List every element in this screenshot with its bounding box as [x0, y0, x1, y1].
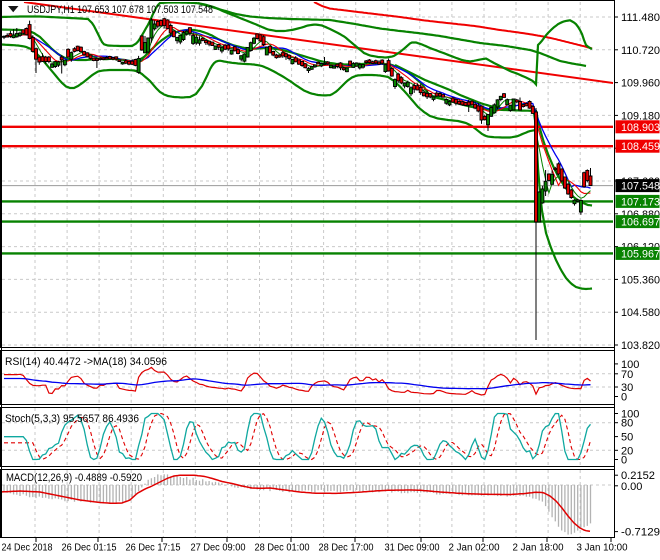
- svg-text:0.2152: 0.2152: [621, 470, 655, 482]
- svg-text:0: 0: [621, 392, 627, 404]
- svg-text:109.960: 109.960: [621, 78, 660, 90]
- svg-text:2 Jan 18:00: 2 Jan 18:00: [513, 543, 564, 554]
- svg-text:USDJPY,H1 107.653 107.678 107: USDJPY,H1 107.653 107.678 107.503 107.54…: [27, 4, 213, 16]
- svg-text:105.967: 105.967: [621, 248, 660, 260]
- svg-text:104.580: 104.580: [621, 307, 660, 319]
- svg-text:RSI(14) 40.4472 ->MA(18) 34.0: RSI(14) 40.4472 ->MA(18) 34.0596: [5, 356, 167, 368]
- svg-text:26 Dec 17:15: 26 Dec 17:15: [126, 543, 181, 554]
- svg-text:Stoch(5,3,3) 95.5657 86.4936: Stoch(5,3,3) 95.5657 86.4936: [5, 413, 139, 425]
- svg-text:26 Dec 01:15: 26 Dec 01:15: [62, 543, 117, 554]
- svg-text:30: 30: [621, 382, 633, 394]
- svg-text:28 Dec 17:00: 28 Dec 17:00: [319, 543, 374, 554]
- svg-text:109.180: 109.180: [621, 110, 660, 122]
- svg-text:100: 100: [621, 359, 639, 371]
- svg-text:0.00: 0.00: [621, 481, 642, 493]
- svg-text:111.480: 111.480: [621, 12, 660, 24]
- svg-text:27 Dec 09:00: 27 Dec 09:00: [191, 543, 246, 554]
- svg-text:24 Dec 2018: 24 Dec 2018: [2, 543, 53, 554]
- svg-text:110.720: 110.720: [621, 45, 660, 57]
- svg-text:3 Jan 10:00: 3 Jan 10:00: [577, 543, 628, 554]
- svg-text:50: 50: [621, 432, 633, 444]
- svg-text:100: 100: [621, 409, 639, 421]
- svg-text:108.903: 108.903: [621, 122, 660, 134]
- svg-text:108.459: 108.459: [621, 141, 660, 153]
- svg-text:MACD(12,26,9) -0.4889 -0.5920: MACD(12,26,9) -0.4889 -0.5920: [6, 472, 142, 484]
- svg-text:28 Dec 01:00: 28 Dec 01:00: [255, 543, 310, 554]
- svg-text:80: 80: [621, 418, 633, 430]
- svg-text:0: 0: [621, 455, 627, 467]
- svg-text:107.173: 107.173: [621, 196, 660, 208]
- svg-text:2 Jan 02:00: 2 Jan 02:00: [449, 543, 500, 554]
- svg-text:106.697: 106.697: [621, 217, 660, 229]
- svg-text:20: 20: [621, 445, 633, 457]
- svg-text:107.548: 107.548: [621, 181, 660, 193]
- svg-text:103.820: 103.820: [621, 340, 660, 352]
- svg-text:31 Dec 09:00: 31 Dec 09:00: [385, 543, 440, 554]
- svg-text:-0.7129: -0.7129: [621, 527, 660, 539]
- svg-text:70: 70: [621, 369, 633, 381]
- svg-text:105.360: 105.360: [621, 274, 660, 286]
